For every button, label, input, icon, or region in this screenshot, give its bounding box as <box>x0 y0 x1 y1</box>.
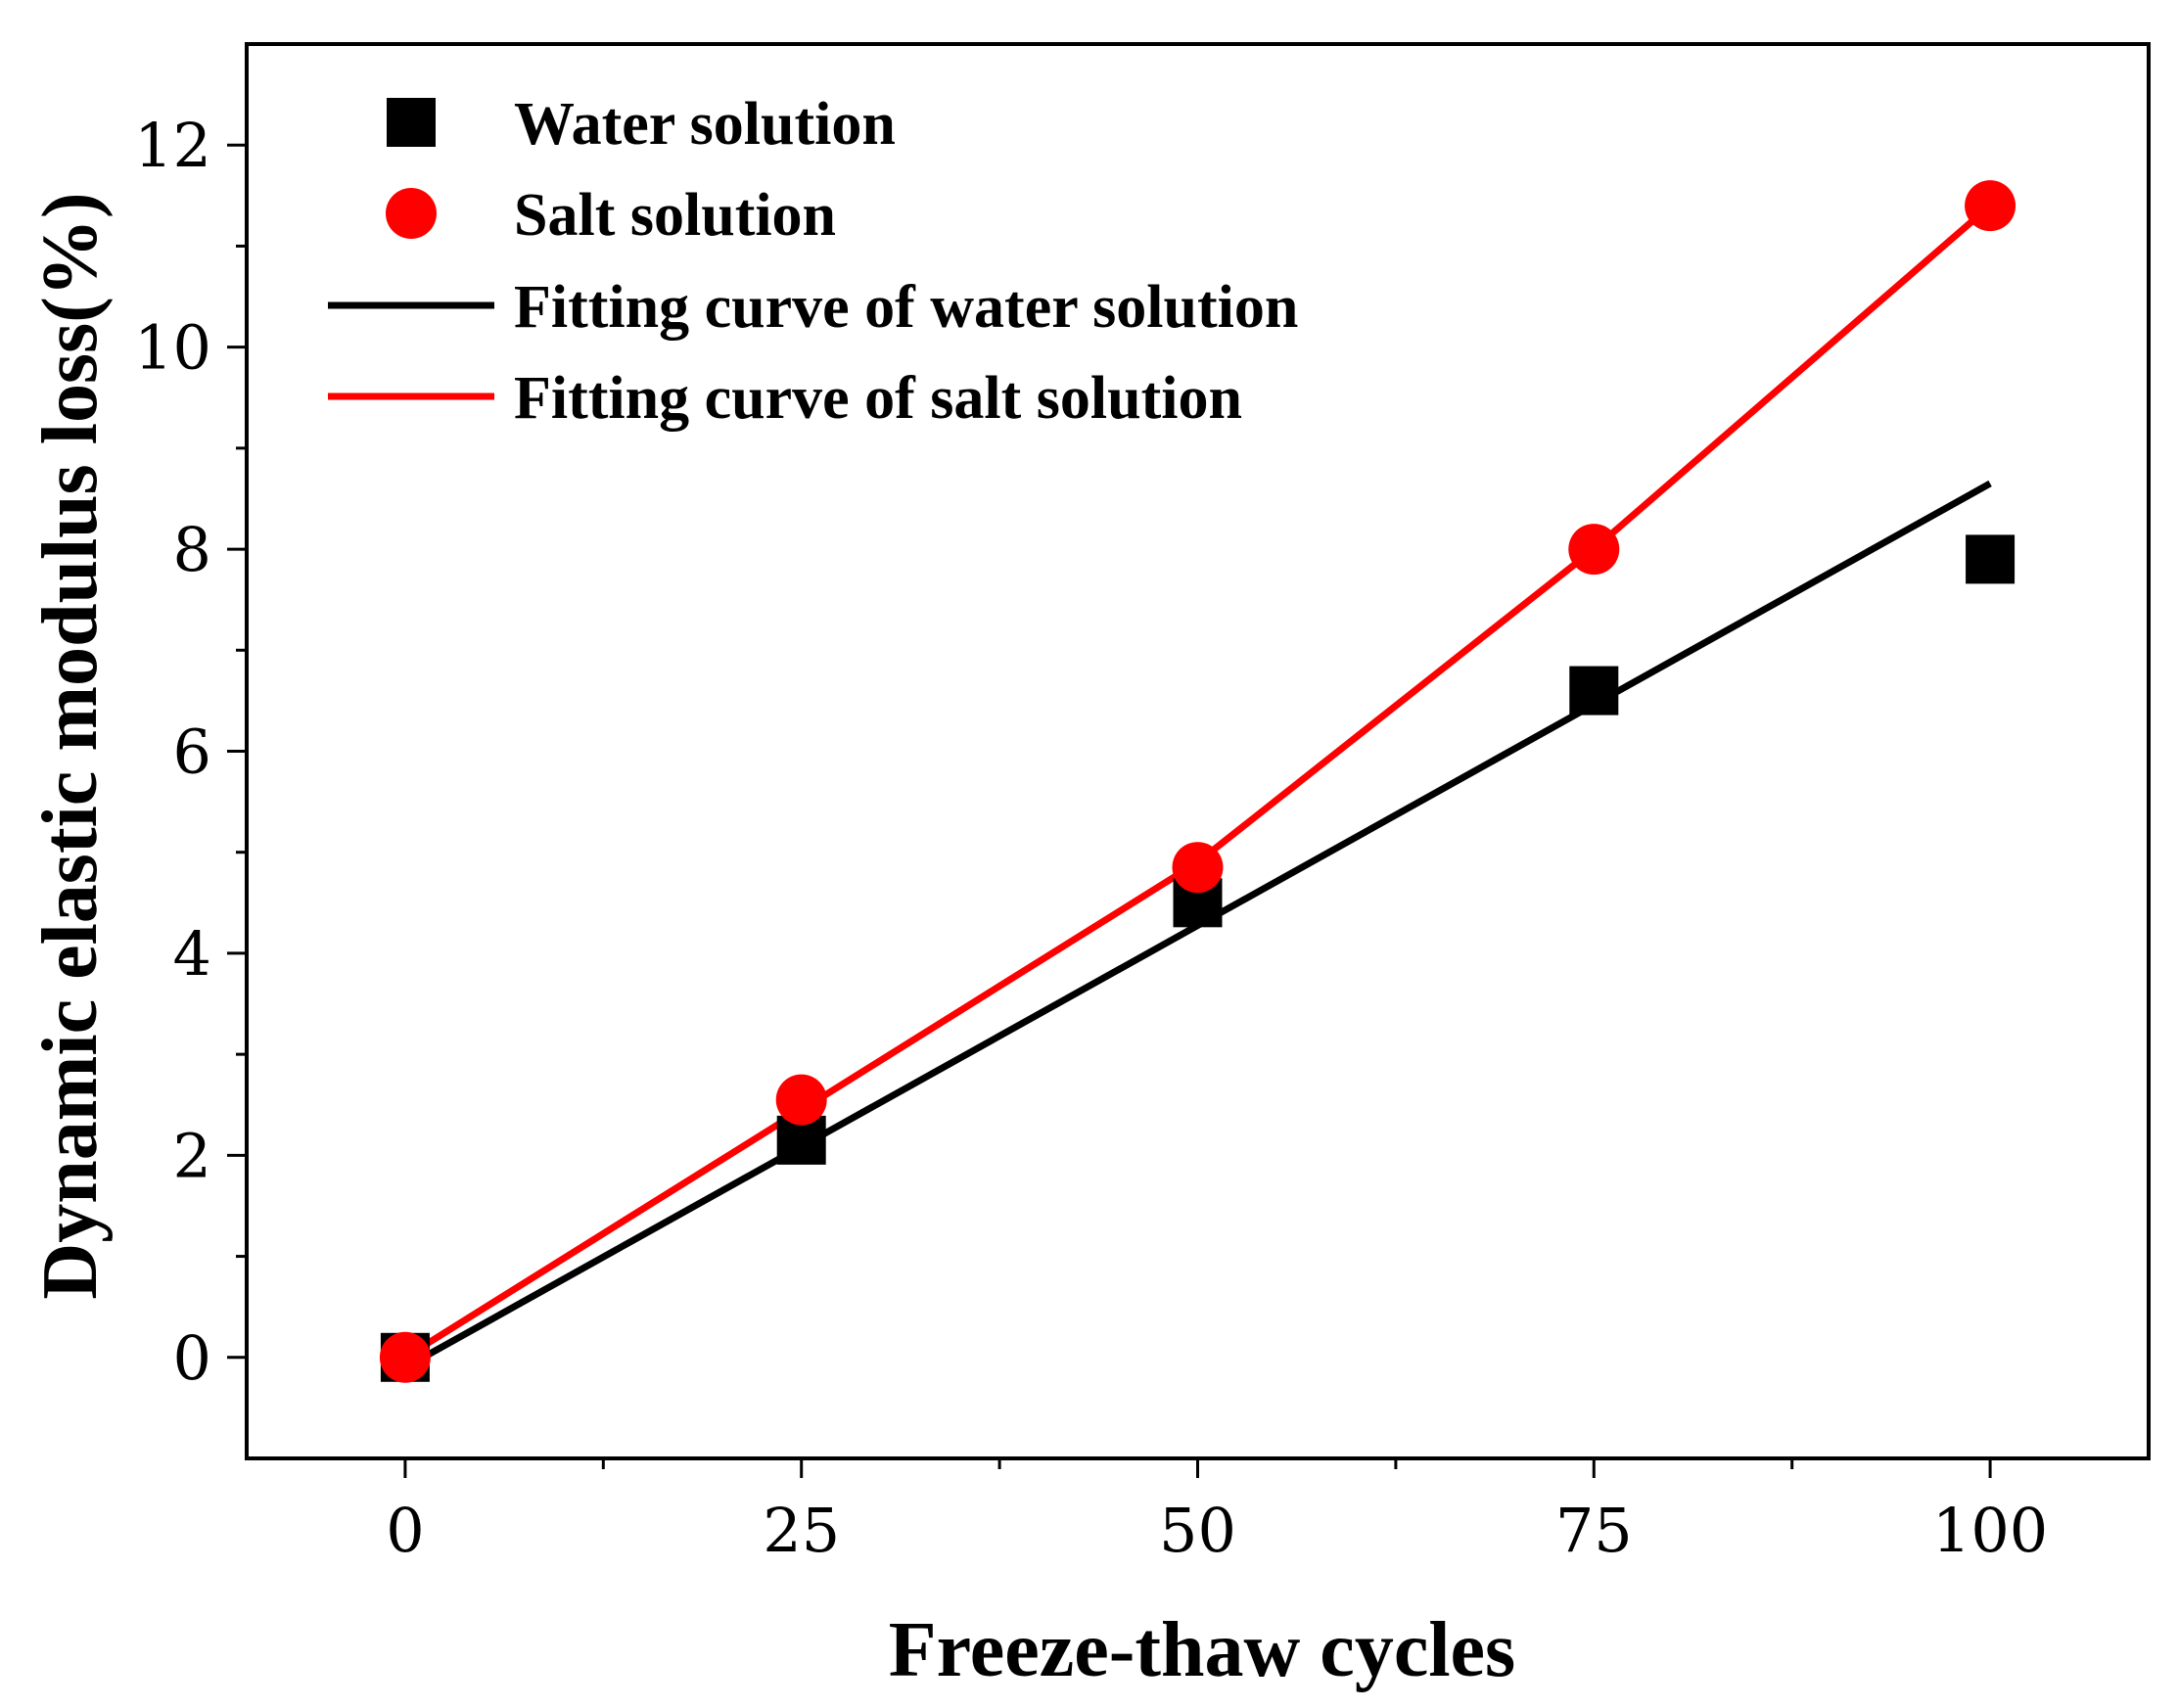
data-point-salt-solution <box>775 1074 827 1126</box>
y-tick-label: 6 <box>173 716 211 788</box>
x-tick-label: 50 <box>1159 1495 1236 1566</box>
y-tick-label: 10 <box>134 312 211 384</box>
legend-label: Fitting curve of salt solution <box>514 365 1242 432</box>
legend-label: Fitting curve of water solution <box>514 274 1298 341</box>
y-tick-label: 4 <box>173 918 211 990</box>
y-axis-title: Dynamic elastic modulus loss(%) <box>27 192 114 1299</box>
x-tick-label: 0 <box>386 1495 424 1566</box>
x-axis-title: Freeze-thaw cycles <box>889 1607 1515 1693</box>
data-point-water-solution <box>1966 534 2016 584</box>
legend-marker-square <box>387 98 436 147</box>
data-point-salt-solution <box>1568 524 1620 576</box>
legend-label: Salt solution <box>514 182 836 249</box>
data-point-salt-solution <box>1172 842 1224 894</box>
data-point-salt-solution <box>1965 180 2016 232</box>
y-tick-label: 2 <box>173 1120 211 1191</box>
legend-marker-circle <box>386 188 437 239</box>
data-point-water-solution <box>1569 666 1619 716</box>
x-tick-label: 100 <box>1932 1495 2048 1566</box>
plot-area <box>379 180 2016 1383</box>
x-tick-label: 25 <box>763 1495 840 1566</box>
y-tick-label: 0 <box>173 1322 211 1394</box>
y-tick-label: 8 <box>173 514 211 585</box>
y-tick-label: 12 <box>134 110 211 181</box>
x-tick-label: 75 <box>1555 1495 1633 1566</box>
plot-frame <box>245 42 2151 1460</box>
legend-label: Water solution <box>514 91 896 158</box>
data-point-salt-solution <box>379 1331 431 1383</box>
axes: 0 25 50 75 100 0 2 4 6 8 10 12 <box>134 42 2151 1566</box>
legend: Water solution Salt solution Fitting curve… <box>328 91 1298 432</box>
